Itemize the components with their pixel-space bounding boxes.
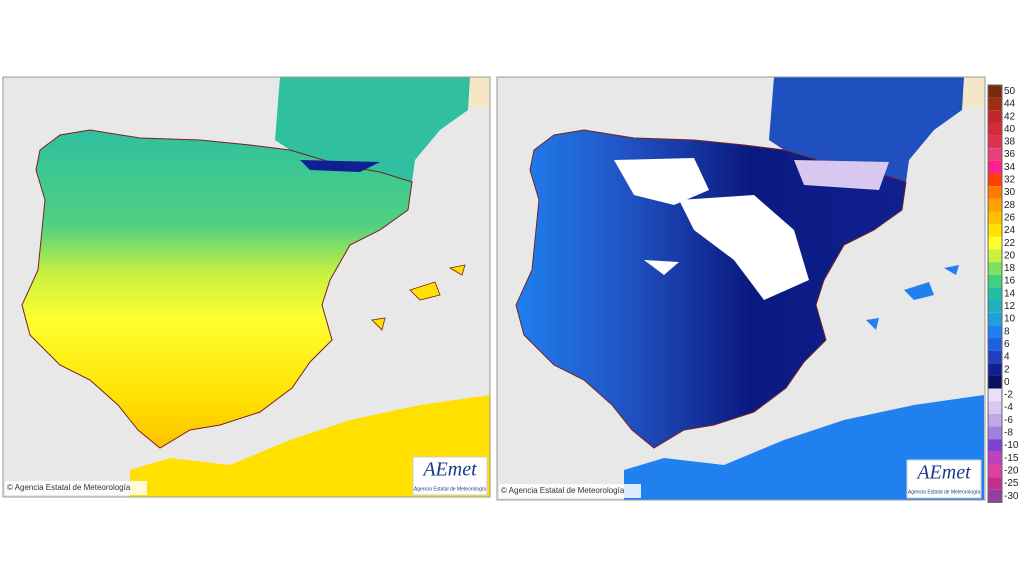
logo: AEmet <box>915 462 971 484</box>
legend-swatch <box>988 489 1002 503</box>
legend-swatch <box>988 262 1002 275</box>
legend-label: 30 <box>1004 187 1016 198</box>
legend-swatch <box>988 338 1002 351</box>
legend-swatch <box>988 388 1002 402</box>
left-frame <box>2 76 491 498</box>
legend-swatch <box>988 173 1002 187</box>
right-frame <box>496 76 986 501</box>
legend-swatch <box>988 375 1002 389</box>
pyrenees <box>794 160 889 190</box>
legend-label: 12 <box>1004 301 1016 312</box>
legend-swatch <box>988 300 1002 313</box>
logo-box <box>906 459 982 499</box>
legend-swatch <box>988 274 1002 288</box>
legend-swatch <box>988 439 1002 452</box>
legend-swatch <box>988 401 1002 414</box>
legend-swatch <box>988 186 1002 199</box>
legend-swatch <box>988 426 1002 440</box>
logo-subtitle: Agencia Estatal de Meteorología <box>908 489 980 495</box>
legend-label: 42 <box>1004 111 1016 122</box>
left-map <box>3 77 490 497</box>
frost-area <box>614 158 809 300</box>
legend-swatch <box>988 249 1002 263</box>
credit-box <box>499 484 641 498</box>
legend-label: 20 <box>1004 250 1016 261</box>
legend-swatch <box>988 148 1002 161</box>
legend-label: 14 <box>1004 288 1016 299</box>
legend-label: -8 <box>1004 428 1013 439</box>
legend-label: 24 <box>1004 225 1016 236</box>
legend-label: -2 <box>1004 390 1013 401</box>
legend-frame <box>987 84 1003 503</box>
legend-swatch <box>988 312 1002 326</box>
legend-swatch <box>988 477 1002 490</box>
legend-swatch <box>988 198 1002 212</box>
legend-label: 40 <box>1004 124 1016 135</box>
logo-subtitle: Agencia Estatal de Meteorología <box>414 486 486 492</box>
legend-label: 50 <box>1004 86 1016 97</box>
legend-label: 2 <box>1004 364 1010 375</box>
legend-label: 4 <box>1004 352 1010 363</box>
legend-swatch <box>988 110 1002 123</box>
legend-swatch <box>988 160 1002 174</box>
legend-swatch <box>988 287 1002 301</box>
legend-label: 44 <box>1004 99 1016 110</box>
legend-swatch <box>988 211 1002 225</box>
legend-swatch <box>988 236 1002 250</box>
credit: © Agencia Estatal de Meteorología <box>7 483 131 492</box>
legend-swatch <box>988 122 1002 136</box>
legend-label: 36 <box>1004 149 1016 160</box>
legend-swatch <box>988 325 1002 338</box>
legend-label: -4 <box>1004 402 1013 413</box>
legend-swatch <box>988 363 1002 376</box>
legend-label: 10 <box>1004 314 1016 325</box>
islands <box>371 264 466 331</box>
islands <box>866 265 959 330</box>
right-land <box>515 77 984 500</box>
legend-swatch <box>988 135 1002 149</box>
legend-label: -25 <box>1004 478 1019 489</box>
legend-swatch <box>988 413 1002 427</box>
pyrenees <box>300 160 380 172</box>
legend-swatch <box>988 224 1002 237</box>
legend-label: 0 <box>1004 377 1010 388</box>
legend-swatch <box>988 97 1002 111</box>
legend-label: 18 <box>1004 263 1016 274</box>
credit: © Agencia Estatal de Meteorología <box>501 486 625 495</box>
legend-label: 28 <box>1004 200 1016 211</box>
legend: 5044424038363432302826242220181614121086… <box>987 84 1019 503</box>
legend-label: 8 <box>1004 326 1010 337</box>
legend-label: -10 <box>1004 440 1019 451</box>
legend-label: 38 <box>1004 137 1016 148</box>
credit-box <box>5 481 147 495</box>
legend-swatch <box>988 451 1002 465</box>
legend-swatch <box>988 464 1002 478</box>
right-map <box>497 77 985 500</box>
legend-label: 16 <box>1004 276 1016 287</box>
legend-swatch <box>988 350 1002 364</box>
legend-label: 32 <box>1004 175 1016 186</box>
legend-label: 34 <box>1004 162 1016 173</box>
legend-label: 22 <box>1004 238 1016 249</box>
logo: AEmet <box>421 459 477 481</box>
legend-label: -15 <box>1004 453 1019 464</box>
legend-label: 26 <box>1004 212 1016 223</box>
legend-label: -6 <box>1004 415 1013 426</box>
legend-label: -20 <box>1004 465 1019 476</box>
legend-label: -30 <box>1004 491 1019 502</box>
legend-label: 6 <box>1004 339 1010 350</box>
logo-box <box>412 456 488 496</box>
legend-swatch <box>988 85 1002 98</box>
